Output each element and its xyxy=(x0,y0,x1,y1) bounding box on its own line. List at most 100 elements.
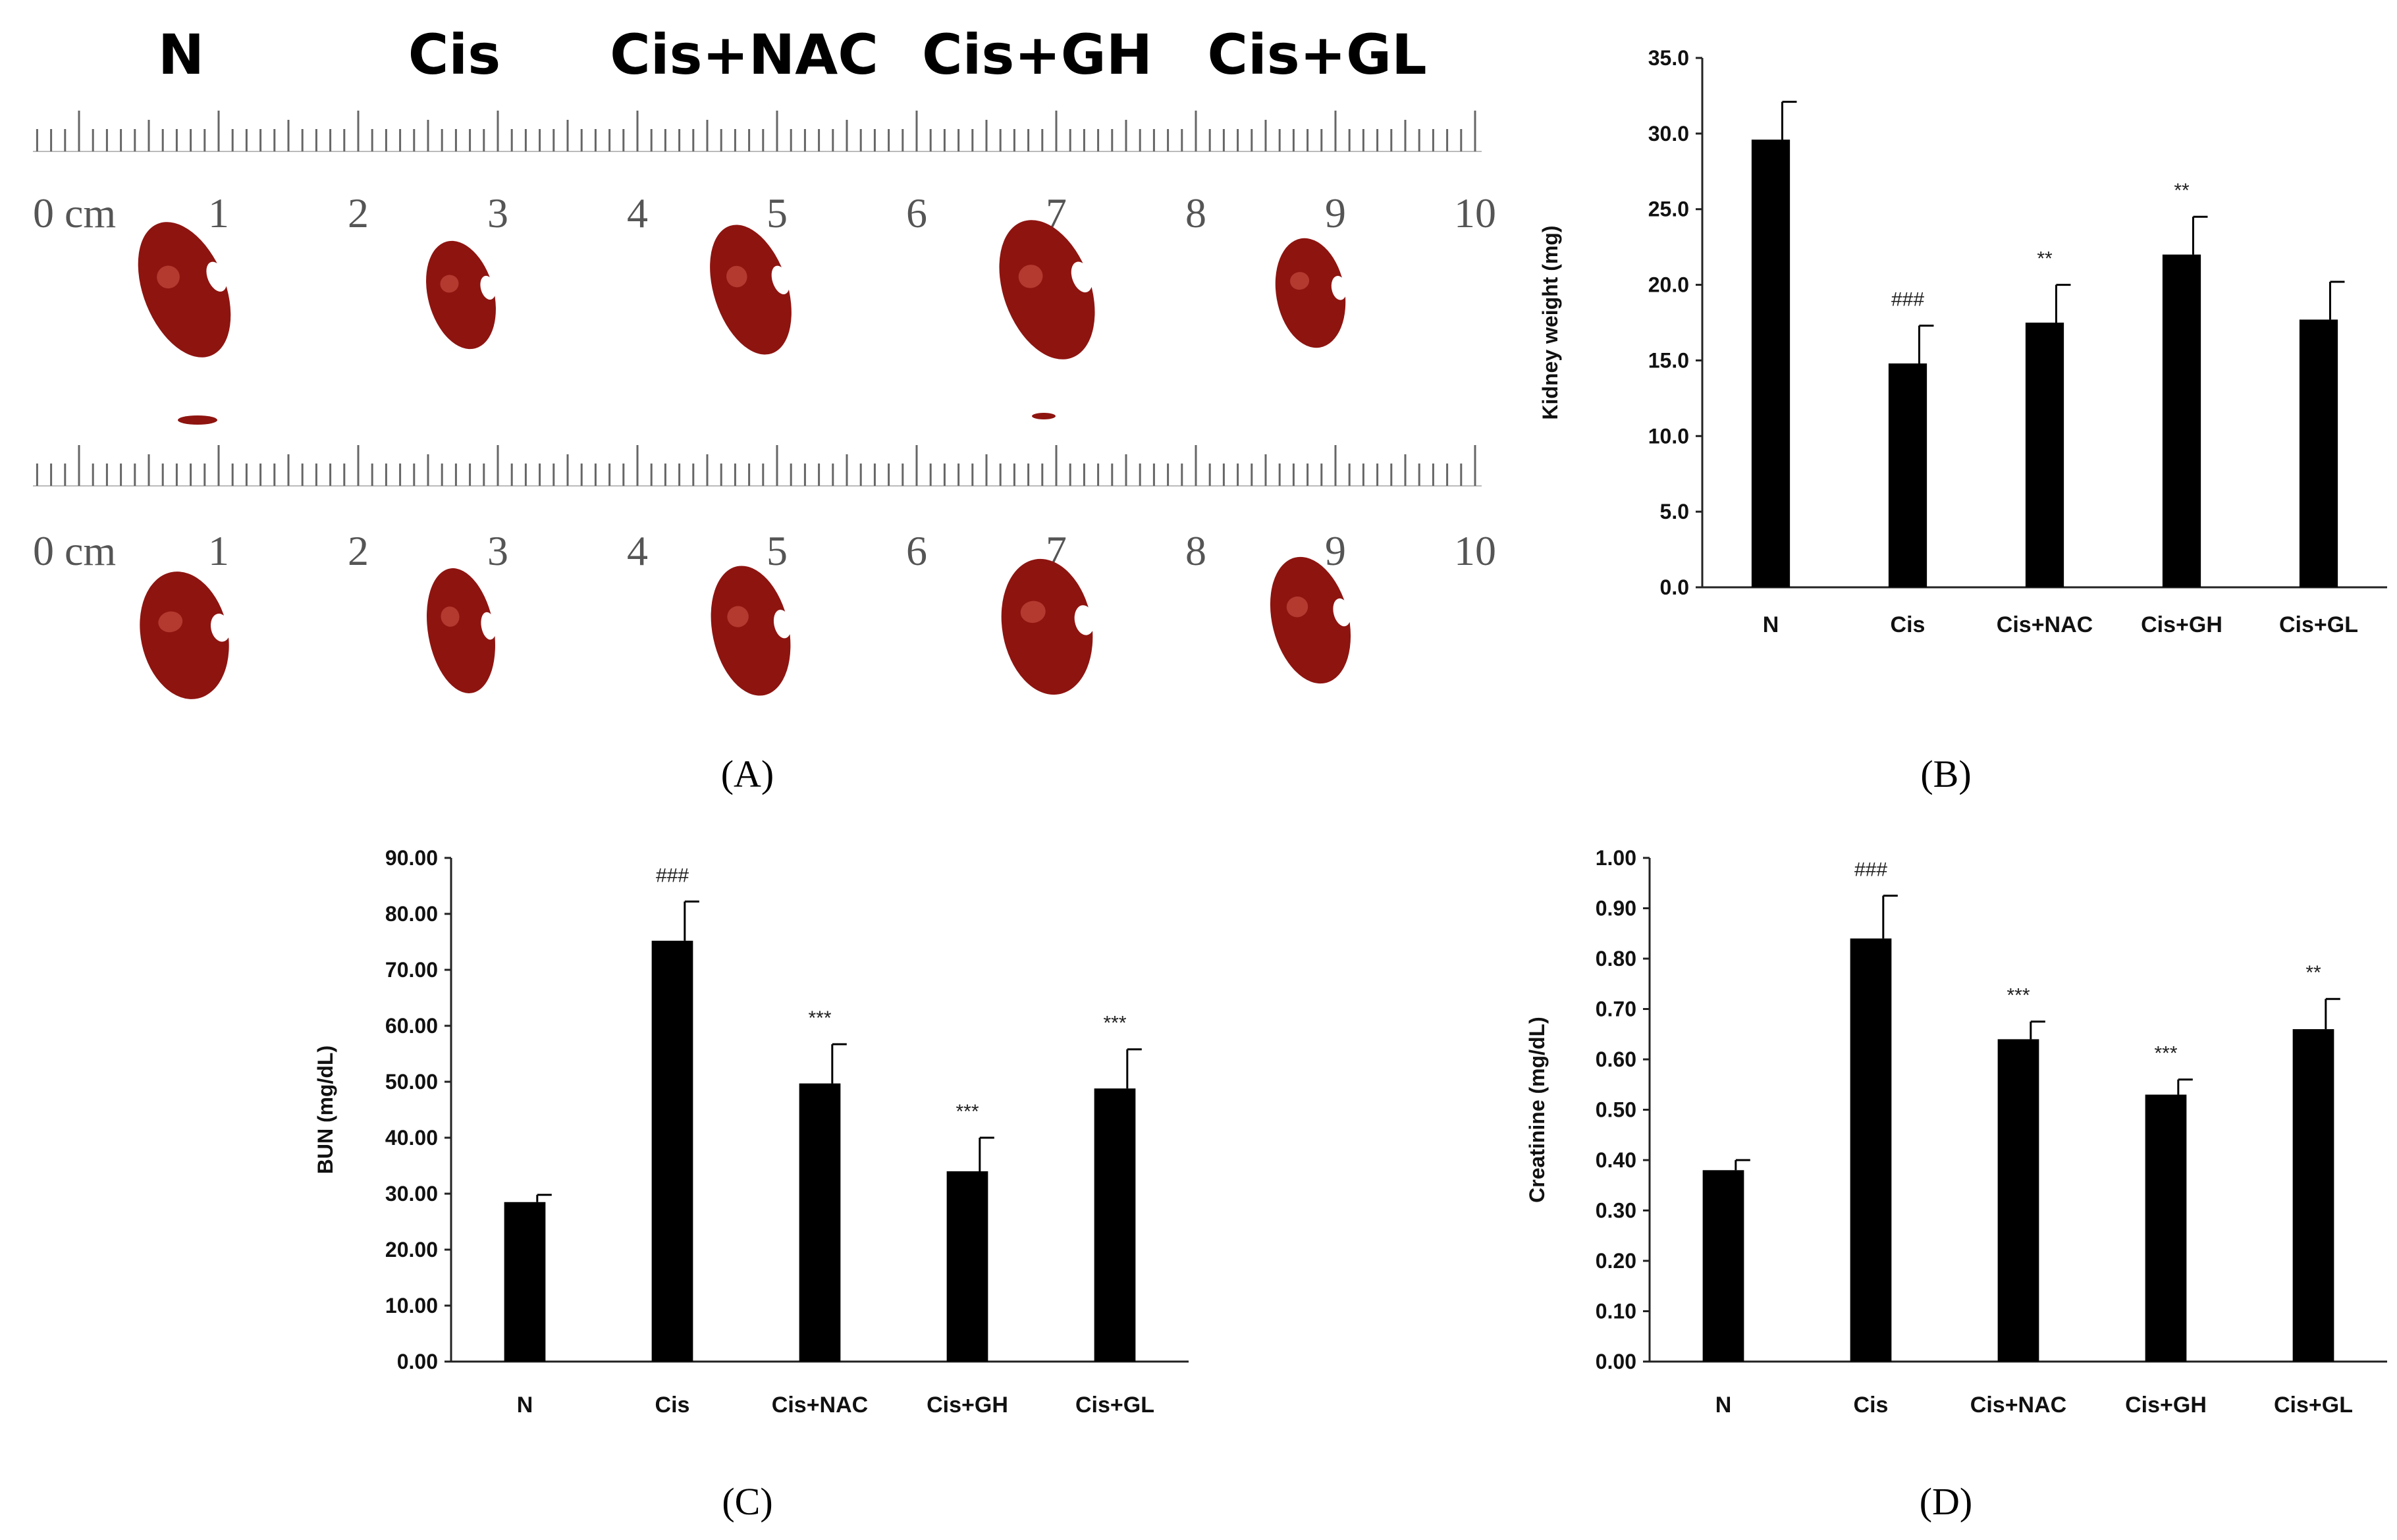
kidney-body xyxy=(1001,558,1093,695)
y-tick-label: 20.0 xyxy=(1648,273,1689,297)
y-tick-label: 0.30 xyxy=(1596,1199,1636,1223)
x-tick-label: Cis xyxy=(655,1393,690,1418)
ruler-number: 9 xyxy=(1325,190,1346,236)
y-tick-label: 80.00 xyxy=(385,902,438,926)
significance-label: ** xyxy=(2037,248,2053,270)
y-tick-label: 60.00 xyxy=(385,1014,438,1038)
ruler-number: 4 xyxy=(627,527,648,574)
ruler-number: 3 xyxy=(487,527,508,574)
kidney-hilum xyxy=(1071,261,1092,293)
kidney-hilum xyxy=(1331,276,1347,300)
kidney-body xyxy=(1270,556,1351,684)
kidney-specimen xyxy=(710,225,792,355)
x-tick-label: Cis+GH xyxy=(2125,1393,2207,1418)
y-tick-label: 20.00 xyxy=(385,1238,438,1261)
x-tick-label: Cis+GH xyxy=(927,1393,1008,1418)
bar xyxy=(1997,1039,2039,1362)
kidney-weight-chart: 0.0 5.0 10.0 15.0 20.0 25.0 30.0 35.0 Kidney wei… xyxy=(1538,46,2387,637)
ruler-number: 8 xyxy=(1185,190,1206,236)
ruler-number: 1 xyxy=(208,527,229,574)
kidney-hilum xyxy=(480,275,496,300)
bun-chart: 0.00 10.00 20.00 30.00 40.00 50.00 60.00 70.00 8… xyxy=(313,846,1189,1418)
y-tick-label: 0.60 xyxy=(1596,1048,1636,1071)
kidney-highlight xyxy=(1290,272,1310,290)
y-tick-label: 70.00 xyxy=(385,958,438,982)
kidney-photo-panel: N Cis Cis+NAC Cis+GH Cis+GL 0 cm 1 2 3 4 5 6 7 8… xyxy=(26,22,1501,795)
y-tick-label: 10.0 xyxy=(1648,424,1689,448)
bar xyxy=(651,940,693,1362)
kidney-hilum xyxy=(773,610,792,639)
panel-label-d: (D) xyxy=(1920,1480,1973,1523)
significance-label: ** xyxy=(2305,962,2321,984)
y-tick-label: 0.10 xyxy=(1596,1300,1636,1323)
significance-label: *** xyxy=(956,1101,979,1123)
kidney-highlight xyxy=(441,606,460,627)
x-tick-label: N xyxy=(517,1393,533,1418)
kidney-hilum xyxy=(481,612,497,640)
kidney-body xyxy=(426,240,496,350)
kidney-hilum xyxy=(1074,605,1095,635)
y-tick-label: 0.70 xyxy=(1596,997,1636,1021)
y-tick-label: 90.00 xyxy=(385,846,438,870)
x-tick-label: Cis xyxy=(1854,1393,1889,1418)
kidney-highlight xyxy=(158,611,183,633)
significance-label: ### xyxy=(656,864,689,886)
kidney-body xyxy=(138,222,231,358)
kidney-specimen xyxy=(1275,238,1347,348)
significance-label: ### xyxy=(1854,859,1887,880)
bar xyxy=(2025,323,2064,587)
creatinine-chart: 0.00 0.10 0.20 0.30 0.40 0.50 0.60 0.70 0.80 0.90… xyxy=(1525,846,2387,1418)
ruler-number: 5 xyxy=(767,190,788,236)
x-tick-label: Cis xyxy=(1891,612,1926,637)
kidney-hilum xyxy=(210,614,230,642)
kidney-hilum xyxy=(771,265,790,294)
kidney-body xyxy=(140,571,229,699)
ruler-number: 5 xyxy=(767,527,788,574)
group-label-n: N xyxy=(158,22,204,87)
y-axis-title: BUN (mg/dL) xyxy=(313,1046,337,1175)
significance-label: ** xyxy=(2174,180,2190,201)
kidney-body xyxy=(427,568,495,693)
group-label-cis-gh: Cis+GH xyxy=(922,22,1152,87)
y-tick-label: 0.0 xyxy=(1660,575,1689,599)
kidneys xyxy=(138,220,1351,699)
y-tick-label: 0.50 xyxy=(1596,1098,1636,1122)
x-tick-label: Cis+GH xyxy=(2141,612,2222,637)
kidney-highlight xyxy=(440,275,459,293)
significance-label: *** xyxy=(808,1007,831,1029)
x-tick-label: Cis+GL xyxy=(1075,1393,1154,1418)
x-tick-label: N xyxy=(1715,1393,1732,1418)
y-tick-label: 0.40 xyxy=(1596,1148,1636,1172)
bar xyxy=(946,1171,988,1362)
bar xyxy=(1702,1170,1744,1362)
kidney-highlight xyxy=(1286,597,1308,618)
x-tick-label: Cis+NAC xyxy=(772,1393,868,1418)
y-tick-label: 5.0 xyxy=(1660,500,1689,523)
y-tick-label: 30.00 xyxy=(385,1182,438,1206)
group-label-cis-nac: Cis+NAC xyxy=(610,22,878,87)
kidney-body xyxy=(1275,238,1346,348)
ruler-number: 2 xyxy=(348,190,369,236)
bar xyxy=(1888,363,1927,587)
kidney-edge xyxy=(178,415,217,425)
kidney-highlight xyxy=(726,265,747,288)
ruler-number: 6 xyxy=(906,527,927,574)
panel-label-b: (B) xyxy=(1920,753,1971,795)
y-tick-label: 0.90 xyxy=(1596,897,1636,920)
kidney-highlight xyxy=(1018,265,1043,288)
y-tick-label: 30.0 xyxy=(1648,122,1689,146)
ruler-number: 1 xyxy=(208,190,229,236)
panel-label-c: (C) xyxy=(722,1480,772,1523)
bar xyxy=(1751,140,1791,587)
ruler-number: 0 cm xyxy=(33,527,116,574)
ruler-number: 8 xyxy=(1185,527,1206,574)
x-tick-label: Cis+GL xyxy=(2274,1393,2353,1418)
kidney-body xyxy=(711,566,791,696)
bar xyxy=(2299,319,2338,587)
significance-label: ### xyxy=(1891,289,1924,311)
bar xyxy=(2145,1094,2187,1362)
ruler-number: 2 xyxy=(348,527,369,574)
x-tick-label: Cis+NAC xyxy=(1970,1393,2066,1418)
group-labels: N Cis Cis+NAC Cis+GH Cis+GL xyxy=(158,22,1427,87)
